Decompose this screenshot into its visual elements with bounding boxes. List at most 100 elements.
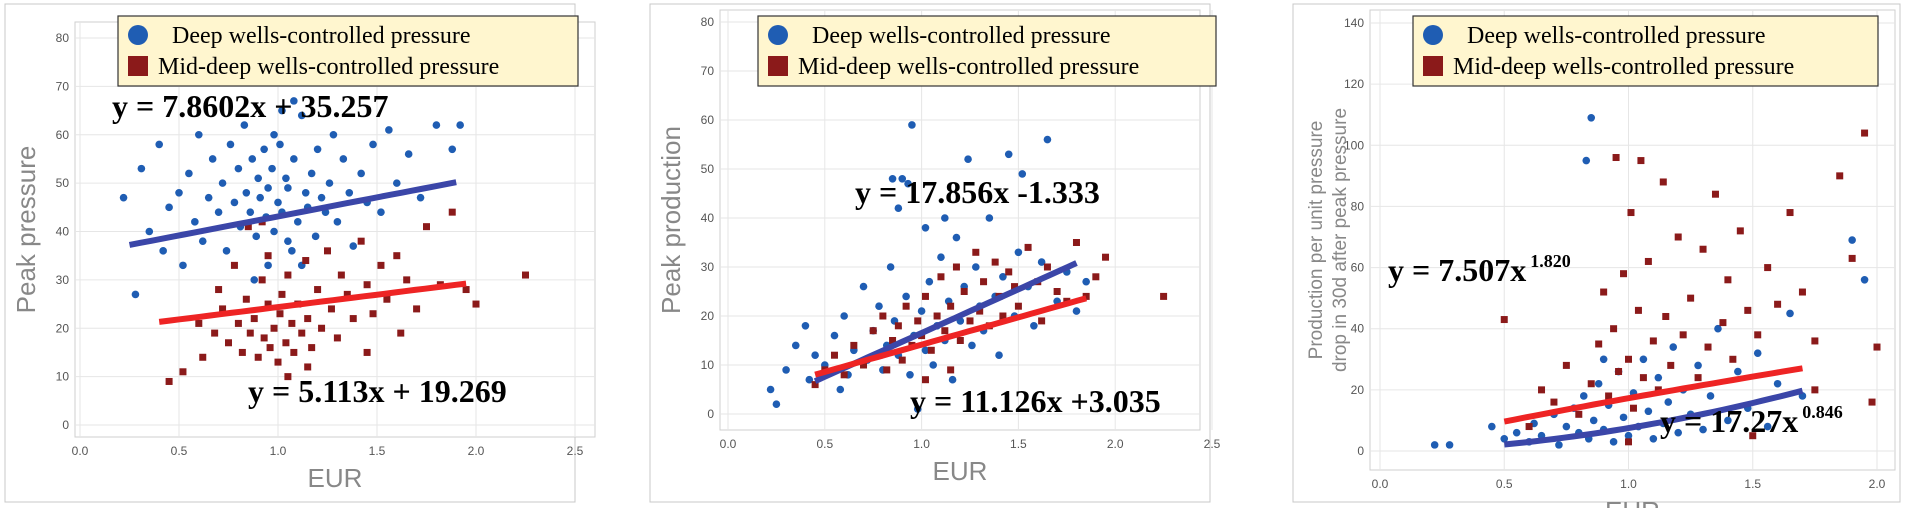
point-deep-wells [875,302,883,311]
point-deep-wells [1649,434,1658,443]
point-deep-wells [859,282,868,291]
point-mid-deep-wells [1024,243,1032,251]
point-deep-wells [917,307,926,315]
point-mid-deep-wells [234,319,242,327]
point-mid-deep-wells [1615,368,1623,376]
point-deep-wells [240,121,249,129]
point-deep-wells [250,276,259,284]
x-tick-label: 1.0 [913,437,930,451]
y-tick-label: 50 [56,176,70,190]
point-deep-wells [1072,307,1081,315]
point-mid-deep-wells [811,381,819,389]
point-deep-wells [208,155,217,163]
point-mid-deep-wells [448,208,456,216]
point-deep-wells [995,351,1003,360]
point-deep-wells [906,371,914,379]
point-mid-deep-wells [1610,325,1618,333]
x-tick-label: 1.5 [369,444,386,458]
point-mid-deep-wells [369,310,377,318]
y-tick-label: 30 [56,273,70,287]
point-mid-deep-wells [889,337,897,344]
point-mid-deep-wells [850,341,858,349]
x-tick-label: 2.0 [1107,437,1124,451]
point-mid-deep-wells [276,310,284,318]
point-deep-wells [1579,392,1588,400]
y-tick-label: 20 [1351,383,1365,397]
point-deep-wells [1763,422,1772,431]
point-mid-deep-wells [960,288,968,295]
point-mid-deep-wells [1595,340,1603,348]
point-deep-wells [432,121,441,129]
x-tick-label: 0.5 [171,444,188,458]
point-mid-deep-wells [298,329,306,337]
point-mid-deep-wells [1836,172,1844,180]
point-deep-wells [1619,413,1628,422]
point-deep-wells [836,385,845,394]
point-deep-wells [1018,170,1027,178]
x-tick-label: 2.5 [567,444,584,458]
point-deep-wells [925,277,934,286]
point-deep-wells [385,126,393,134]
point-mid-deep-wells [1011,283,1019,291]
point-mid-deep-wells [244,223,252,231]
point-deep-wells [274,198,282,207]
legend-marker-deep-wells [128,25,148,45]
point-deep-wells [369,140,377,149]
y-tick-label: 120 [1344,77,1364,91]
point-mid-deep-wells [318,324,326,332]
point-deep-wells [345,189,354,197]
legend-marker-mid-deep-wells [768,56,788,76]
point-mid-deep-wells [1620,270,1628,278]
point-deep-wells [1706,392,1715,400]
point-deep-wells [1674,428,1682,437]
point-mid-deep-wells [357,237,365,245]
point-deep-wells [1445,441,1454,449]
point-deep-wells [264,261,272,270]
point-mid-deep-wells [1811,386,1819,394]
y-tick-label: 80 [56,31,70,45]
point-mid-deep-wells [179,368,187,376]
point-mid-deep-wells [250,315,258,323]
point-mid-deep-wells [522,271,529,279]
point-mid-deep-wells [991,258,999,266]
point-mid-deep-wells [894,322,902,330]
point-deep-wells [1512,428,1521,437]
point-mid-deep-wells [914,317,922,325]
point-mid-deep-wells [927,346,935,354]
point-mid-deep-wells [1053,288,1061,295]
point-deep-wells [1860,276,1869,284]
point-deep-wells [357,169,365,178]
point-mid-deep-wells [1637,157,1645,165]
point-deep-wells [218,179,227,187]
legend-label-mid-deep-wells: Mid-deep wells-controlled pressure [158,54,499,80]
y-tick-label: 80 [1351,199,1365,213]
point-deep-wells [159,247,167,255]
point-mid-deep-wells [1674,233,1682,241]
legend-label-deep-wells: Deep wells-controlled pressure [172,23,471,49]
point-mid-deep-wells [1525,423,1533,431]
point-mid-deep-wells [1679,331,1687,339]
point-deep-wells [119,193,128,202]
point-mid-deep-wells [284,271,292,279]
point-deep-wells [377,208,385,216]
x-tick-label: 0.0 [72,444,89,458]
point-mid-deep-wells [1634,306,1642,314]
plot-area [74,21,596,438]
point-mid-deep-wells [1625,355,1632,363]
point-deep-wells [801,322,810,330]
fit-equation: y = 5.113x + 19.269 [248,373,507,409]
point-deep-wells [888,175,897,183]
legend-box [117,15,579,87]
point-mid-deep-wells [337,271,345,279]
point-deep-wells [921,346,930,355]
point-mid-deep-wells [333,334,341,342]
legend-marker-mid-deep-wells [1423,56,1443,76]
fit-equation: y = 7.507x 1.820 [1388,251,1571,288]
point-deep-wells [791,341,800,350]
point-mid-deep-wells [1644,257,1652,265]
x-tick-label: 0.5 [1496,477,1513,491]
point-mid-deep-wells [902,302,910,310]
point-mid-deep-wells [304,363,312,371]
point-mid-deep-wells [327,305,335,313]
x-axis-label: EUR [1605,496,1660,508]
